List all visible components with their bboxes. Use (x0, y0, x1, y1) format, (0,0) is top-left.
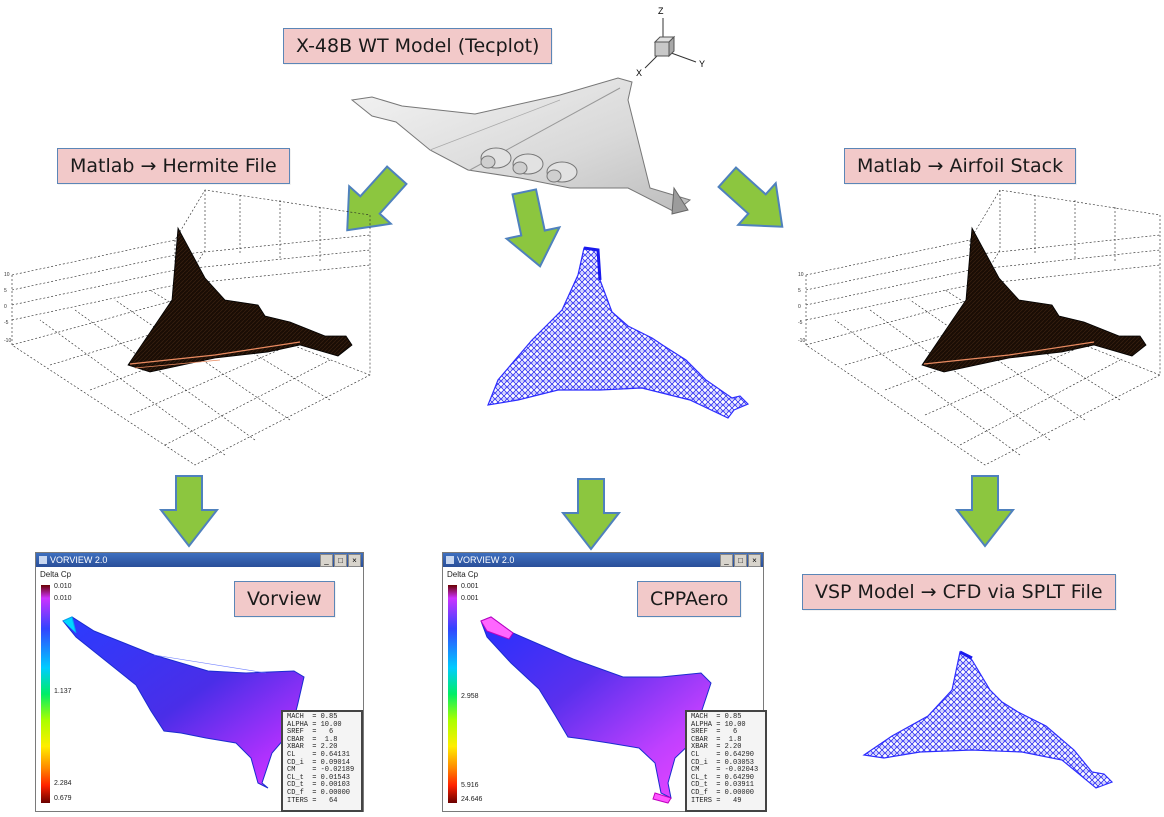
legend-line: MACH = 0.85 (287, 713, 338, 721)
legend-line: ITERS = 49 (691, 796, 742, 805)
legend-line: CL_t = 0.01543 (287, 773, 351, 782)
legend-line: CD_t = 0.03911 (691, 781, 755, 790)
legend-line: CM = -0.02189 (287, 766, 355, 775)
legend-line: ALPHA = 10.00 (287, 720, 342, 729)
cppaero-titlebar: VORVIEW 2.0 _ □ × (443, 553, 763, 567)
cppaero-legend: MACH = 0.85 ALPHA = 10.00 SREF = 6 CBAR … (685, 710, 767, 812)
cppaero-window: VORVIEW 2.0 _ □ × Delta Cp 0.001 0.001 2… (442, 552, 767, 812)
colorbar (448, 585, 457, 803)
hermite-mesh-wing (127, 226, 353, 373)
colorbar-title: Delta Cp (40, 570, 72, 579)
vorview-window: VORVIEW 2.0 _ □ × Delta Cp 0.010 0.010 1… (35, 552, 364, 812)
app-icon (39, 556, 47, 564)
tecplot-model (350, 77, 692, 215)
legend-line: ITERS = 64 (287, 796, 338, 805)
label-tecplot: X-48B WT Model (Tecplot) (283, 28, 553, 64)
legend-line: CD_i = 0.09014 (287, 758, 351, 767)
arrow-to-cppaero (560, 478, 622, 551)
axis-triad (644, 18, 697, 69)
legend-line: CM = -0.02043 (691, 766, 759, 775)
maximize-button[interactable]: □ (734, 554, 747, 567)
legend-line: CBAR = 1.8 (691, 735, 742, 744)
cb-value-top: 0.010 (54, 583, 72, 590)
cb-value-bottom: 0.679 (54, 795, 72, 802)
label-vsp: VSP Model → CFD via SPLT File (802, 574, 1116, 610)
label-hermite: Matlab → Hermite File (57, 148, 290, 184)
minimize-button[interactable]: _ (720, 554, 733, 567)
cb-value-bottom: 24.646 (461, 796, 483, 803)
close-button[interactable]: × (348, 554, 361, 567)
axis-y-label: Y (699, 59, 706, 69)
minimize-button[interactable]: _ (320, 554, 333, 567)
cb-value-mid: 1.137 (54, 688, 72, 695)
legend-line: CL = 0.64290 (691, 750, 755, 759)
label-vorview: Vorview (234, 581, 335, 617)
legend-line: CD_i = 0.03053 (691, 758, 755, 767)
legend-line: CBAR = 1.8 (287, 735, 338, 744)
arrow-to-cpp-mesh (504, 188, 562, 268)
legend-line: CD_f = 0.00000 (691, 788, 755, 797)
vorview-cp-plot (62, 616, 305, 789)
arrow-to-vsp (954, 475, 1016, 548)
label-airfoil: Matlab → Airfoil Stack (844, 148, 1077, 184)
cppaero-window-title: VORVIEW 2.0 (457, 555, 515, 565)
app-icon (446, 556, 454, 564)
colorbar (41, 585, 50, 803)
vorview-legend: MACH = 0.85 ALPHA = 10.00 SREF = 6 CBAR … (281, 710, 363, 812)
cb-value-mid: 2.958 (461, 693, 479, 700)
legend-line: CL = 0.64131 (287, 750, 351, 759)
legend-line: XBAR = 2.20 (287, 743, 338, 752)
vsp-blue-mesh (862, 651, 1114, 789)
cb-value-2: 0.001 (461, 595, 479, 602)
legend-line: MACH = 0.85 (691, 713, 742, 721)
arrow-to-hermite (346, 165, 408, 232)
vorview-window-title: VORVIEW 2.0 (50, 555, 108, 565)
legend-line: XBAR = 2.20 (691, 743, 742, 752)
cb-value-4: 5.916 (461, 782, 479, 789)
vorview-titlebar: VORVIEW 2.0 _ □ × (36, 553, 363, 567)
cb-value-2: 0.010 (54, 595, 72, 602)
arrow-to-vorview (158, 475, 220, 548)
maximize-button[interactable]: □ (334, 554, 347, 567)
axis-x-label: X (636, 68, 643, 78)
arrow-to-airfoil (717, 166, 784, 228)
legend-line: CL_t = 0.64290 (691, 773, 755, 782)
colorbar-title: Delta Cp (447, 570, 479, 579)
cb-value-top: 0.001 (461, 583, 479, 590)
legend-line: CD_f = 0.00000 (287, 788, 351, 797)
airfoil-mesh-wing (921, 226, 1147, 373)
axis-z-label: Z (658, 6, 664, 16)
cppaero-cp-plot (480, 616, 712, 804)
label-cppaero: CPPAero (637, 581, 742, 617)
cb-value-4: 2.284 (54, 780, 72, 787)
close-button[interactable]: × (748, 554, 761, 567)
cpp-blue-mesh (487, 247, 750, 419)
legend-line: ALPHA = 10.00 (691, 720, 746, 729)
legend-line: CD_t = 0.00103 (287, 781, 351, 790)
legend-line: SREF = 6 (287, 728, 334, 737)
legend-line: SREF = 6 (691, 728, 738, 737)
